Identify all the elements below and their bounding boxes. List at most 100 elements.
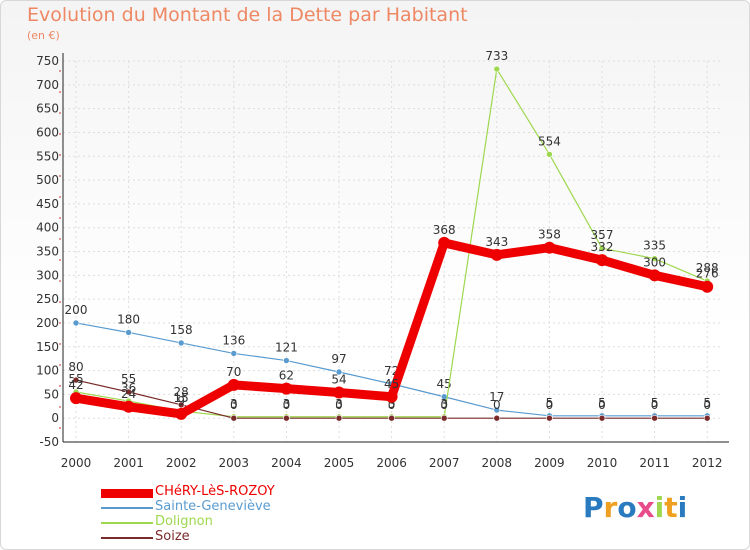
data-label: 3 [388,397,396,411]
y-tick-label: 700 [36,78,59,92]
data-label: 17 [489,390,504,404]
data-point [227,378,240,391]
legend-label: CHéRY-LèS-ROZOY [155,484,275,499]
data-label: 368 [433,223,456,237]
data-point [333,386,345,399]
data-label: 62 [279,369,294,383]
data-label: 332 [591,240,614,254]
x-tick-label: 2004 [271,456,302,470]
logo-letter: x [636,491,655,524]
y-tick-label: 300 [36,268,59,282]
y-tick-label: 350 [36,245,59,259]
x-tick-label: 2009 [534,456,565,470]
data-point [72,376,80,384]
data-point [335,414,343,422]
y-tick-label: 600 [36,125,59,139]
data-point [440,414,448,422]
data-point [177,339,185,347]
y-tick-label: 550 [36,149,59,163]
data-point [596,254,608,267]
y-tick-label: 450 [36,197,59,211]
data-point [546,151,553,158]
data-point [70,392,82,405]
proxiti-logo: Proxiti [583,491,687,524]
data-label: 276 [696,267,719,281]
data-label: 554 [538,134,561,148]
data-label: 200 [65,303,88,317]
x-tick-label: 2007 [429,456,460,470]
x-tick-label: 2001 [113,456,144,470]
data-label: 3 [283,397,291,411]
data-label: 5 [651,396,659,410]
data-label: 0 [703,398,711,412]
y-tick-label: 500 [36,173,59,187]
data-label: 3 [440,397,448,411]
data-label: 0 [283,398,291,412]
x-tick-label: 2010 [587,456,618,470]
legend-label: Dolignon [155,514,213,529]
logo-letter: o [617,491,637,524]
data-label: 0 [651,398,659,412]
data-point [490,248,503,261]
x-tick-label: 2003 [219,456,250,470]
data-label: 24 [121,387,136,401]
x-tick-label: 2012 [692,456,723,470]
data-point [701,280,714,293]
logo-letter: t [664,491,678,524]
data-label: 733 [485,49,508,63]
data-label: 42 [68,378,83,392]
logo-letter: P [583,491,604,524]
y-tick-label: 750 [36,54,59,68]
data-label: 0 [388,398,396,412]
data-point [438,236,451,249]
data-point [388,414,395,422]
data-point [283,357,290,364]
data-point [175,407,188,420]
data-point [648,269,661,282]
data-label: 357 [591,228,614,242]
data-label: 45 [384,377,399,391]
data-point [703,414,711,422]
data-label: 121 [275,341,298,355]
data-point [125,329,132,336]
y-tick-label: -50 [39,435,59,449]
data-label: 158 [170,323,193,337]
y-tick-label: 200 [36,316,59,330]
legend-swatch [101,488,153,498]
data-label: 0 [493,398,501,412]
y-tick-label: 400 [36,221,59,235]
data-point [280,382,293,395]
data-point [335,368,343,376]
data-label: 3 [230,397,238,411]
data-label: 15 [174,391,189,405]
legend-label: Sainte-Geneviève [155,499,271,514]
data-label: 55 [121,372,136,386]
data-point [230,414,238,422]
y-tick-label: 100 [36,364,59,378]
data-point [546,414,553,422]
data-point [651,255,658,262]
x-tick-label: 2005 [324,456,355,470]
data-label: 300 [643,255,666,269]
chart-title: Evolution du Montant de la Dette par Hab… [27,4,468,26]
data-label: 180 [117,312,140,326]
data-label: 0 [598,398,606,412]
data-label: 335 [643,239,666,253]
data-label: 45 [437,377,452,391]
x-tick-label: 2006 [376,456,407,470]
data-point [122,400,135,413]
data-point [651,414,658,422]
x-tick-label: 2011 [639,456,670,470]
legend-label: Soize [155,529,190,544]
x-tick-label: 2008 [482,456,513,470]
data-point [230,350,238,357]
data-point [385,390,398,403]
data-label: 97 [331,352,346,366]
data-point [543,241,556,254]
data-point [177,401,185,409]
data-label: 5 [546,396,554,410]
y-tick-label: 0 [51,411,59,425]
data-label: 0 [230,398,238,412]
data-label: 54 [331,372,346,386]
